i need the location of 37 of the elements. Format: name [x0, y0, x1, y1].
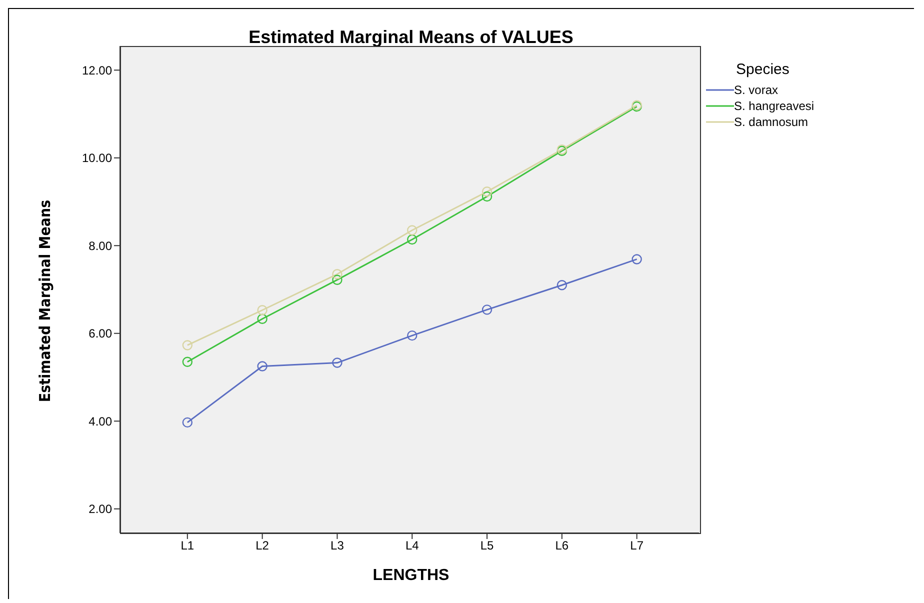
legend-label: S. vorax	[734, 83, 778, 97]
point	[407, 234, 418, 245]
point	[182, 417, 193, 428]
x-axis-title: LENGTHS	[372, 567, 450, 585]
x-tick-label: L6	[555, 538, 569, 553]
y-tick-label: 10.00	[82, 151, 112, 166]
x-tick-label: L7	[630, 538, 644, 553]
y-tick-label: 4.00	[88, 414, 112, 428]
x-tick-label: L4	[405, 538, 420, 553]
point	[632, 254, 642, 264]
x-tick-label: L2	[256, 538, 270, 553]
point	[257, 314, 268, 324]
legend-title: Species	[736, 61, 790, 78]
point	[482, 191, 492, 202]
x-tick-label: L1	[180, 538, 194, 553]
y-tick-label: 2.00	[88, 502, 112, 516]
legend-label: S. damnosum	[734, 115, 808, 129]
x-tick-label: L5	[480, 538, 494, 553]
y-tick-label: 8.00	[88, 238, 112, 253]
chart-title: Estimated Marginal Means of VALUES	[248, 27, 574, 48]
y-axis-title: Estimated Marginal Means	[36, 200, 54, 402]
point	[482, 304, 492, 315]
x-tick-label: L3	[330, 538, 344, 553]
point	[332, 358, 342, 368]
point	[482, 186, 492, 197]
point	[407, 330, 418, 341]
point	[182, 340, 193, 350]
legend-label: S. hangreavesi	[734, 99, 814, 113]
point	[257, 361, 268, 372]
point	[407, 225, 418, 236]
point	[332, 274, 342, 285]
y-tick-label: 6.00	[88, 326, 112, 341]
point	[556, 280, 568, 290]
y-tick-label: 12.00	[82, 63, 112, 78]
point	[182, 356, 193, 367]
point	[332, 269, 342, 280]
point	[257, 305, 268, 316]
